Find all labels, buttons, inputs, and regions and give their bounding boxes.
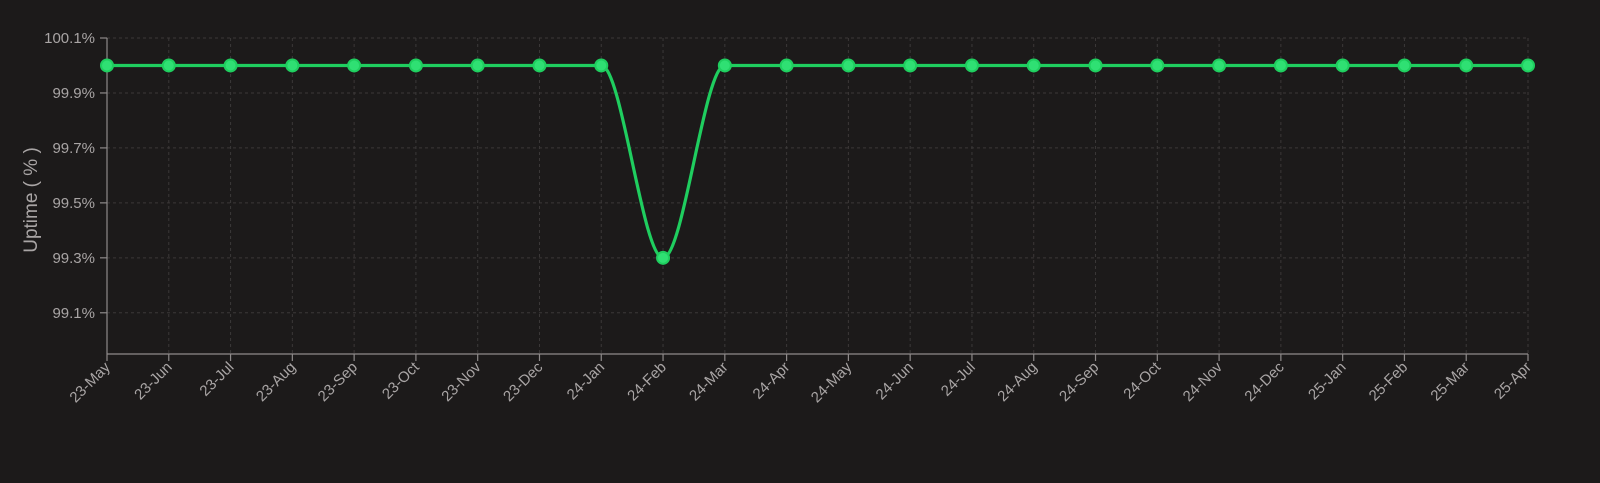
y-tick-label: 99.1%: [52, 305, 95, 322]
data-point[interactable]: [223, 58, 238, 73]
data-point[interactable]: [717, 58, 732, 73]
y-tick-label: 99.7%: [52, 140, 95, 157]
x-tick-label: 24-Feb: [624, 359, 670, 405]
grid: [106, 37, 1529, 354]
x-tick-label: 24-Dec: [1241, 358, 1288, 405]
x-ticks: 23-May 23-Jun 23-Jul 23-Aug 23-Sep 23-Oct 23-N…: [66, 354, 1535, 406]
data-point[interactable]: [594, 58, 609, 73]
x-tick-label: 23-May: [66, 358, 114, 406]
x-tick-label: 23-Oct: [379, 358, 423, 402]
data-point[interactable]: [1335, 58, 1350, 73]
x-tick-label: 24-Mar: [686, 359, 732, 405]
axes: [106, 38, 1528, 355]
data-point[interactable]: [1459, 58, 1474, 73]
x-tick-label: 24-Jun: [873, 359, 917, 403]
data-point[interactable]: [1026, 58, 1041, 73]
y-tick-label: 99.3%: [52, 250, 95, 267]
x-tick-label: 25-Mar: [1427, 359, 1473, 405]
x-tick-label: 24-May: [808, 358, 856, 406]
x-tick-label: 24-Nov: [1180, 358, 1227, 405]
x-tick-label: 23-Nov: [438, 358, 485, 405]
x-tick-label: 25-Apr: [1491, 359, 1535, 403]
y-axis-title: Uptime ( % ): [21, 147, 42, 253]
data-point[interactable]: [964, 58, 979, 73]
data-point[interactable]: [903, 58, 918, 73]
x-tick-label: 23-Jun: [131, 359, 175, 403]
data-point[interactable]: [1397, 58, 1412, 73]
data-point[interactable]: [285, 58, 300, 73]
data-point[interactable]: [1273, 58, 1288, 73]
data-point[interactable]: [1150, 58, 1165, 73]
x-tick-label: 24-Jan: [564, 359, 608, 403]
data-point[interactable]: [470, 58, 485, 73]
data-point[interactable]: [656, 250, 671, 265]
x-tick-label: 25-Jan: [1305, 359, 1349, 403]
x-tick-label: 23-Aug: [253, 359, 299, 405]
data-point[interactable]: [1212, 58, 1227, 73]
x-tick-label: 24-Sep: [1056, 359, 1102, 405]
x-tick-label: 23-Sep: [315, 359, 361, 405]
series: [100, 58, 1535, 265]
y-ticks: 99.1% 99.3% 99.5% 99.7% 99.9% 100.1%: [44, 30, 107, 322]
data-point[interactable]: [779, 58, 794, 73]
x-tick-label: 24-Oct: [1120, 358, 1164, 402]
data-point[interactable]: [841, 58, 856, 73]
data-point[interactable]: [1521, 58, 1535, 73]
y-tick-label: 100.1%: [44, 30, 95, 47]
data-point[interactable]: [532, 58, 547, 73]
y-tick-label: 99.5%: [52, 195, 95, 212]
data-point[interactable]: [1088, 58, 1103, 73]
data-point[interactable]: [347, 58, 362, 73]
uptime-series-line: [105, 63, 1530, 260]
x-tick-label: 24-Aug: [994, 359, 1040, 405]
data-point[interactable]: [408, 58, 423, 73]
x-tick-label: 24-Apr: [750, 359, 794, 403]
x-tick-label: 24-Jul: [938, 359, 979, 400]
data-point[interactable]: [161, 58, 176, 73]
x-tick-label: 23-Dec: [500, 358, 547, 405]
data-point[interactable]: [100, 58, 114, 73]
x-tick-label: 25-Feb: [1366, 359, 1412, 405]
y-tick-label: 99.9%: [52, 85, 95, 102]
x-tick-label: 23-Jul: [196, 359, 237, 400]
